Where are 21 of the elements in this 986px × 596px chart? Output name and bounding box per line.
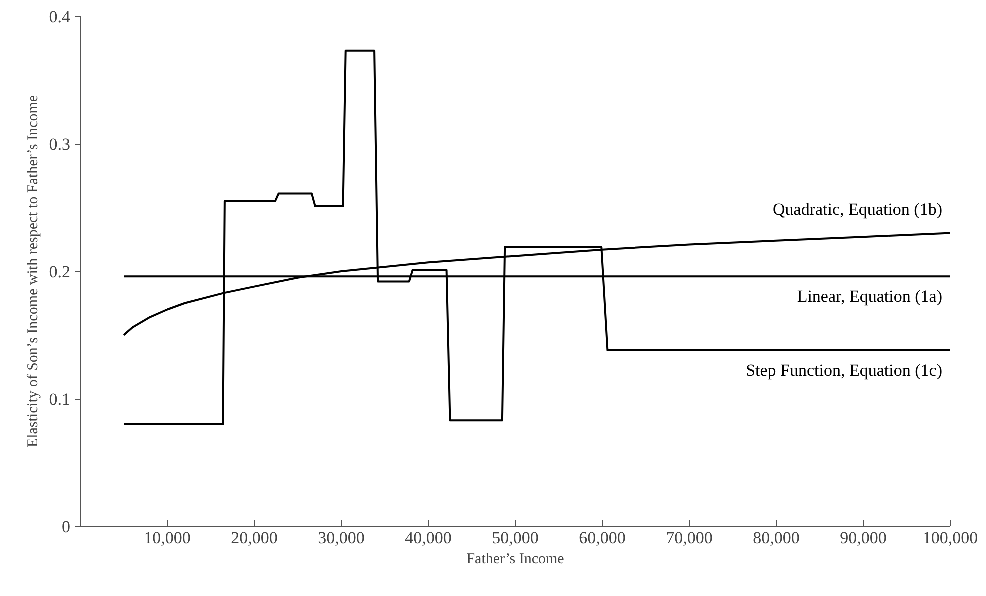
y-tick-label: 0.4 xyxy=(49,8,71,26)
x-tick-label: 60,000 xyxy=(579,528,626,548)
x-tick-label: 10,000 xyxy=(144,528,191,548)
series-label: Linear, Equation (1a) xyxy=(797,287,943,306)
y-tick-label: 0.2 xyxy=(49,262,70,282)
x-tick-label: 30,000 xyxy=(318,528,365,548)
x-tick-label: 90,000 xyxy=(840,528,887,548)
x-tick-label: 50,000 xyxy=(492,528,539,548)
y-tick-label: 0.3 xyxy=(49,135,70,154)
x-tick-label: 70,000 xyxy=(666,528,713,548)
y-tick-label: 0.1 xyxy=(49,390,70,409)
series-label: Step Function, Equation (1c) xyxy=(746,361,943,380)
line-series xyxy=(123,50,950,426)
x-tick-label: 100,000 xyxy=(922,528,978,548)
x-tick-label: 20,000 xyxy=(231,528,278,548)
y-axis-title: Elasticity of Son’s Income with respect to Father’s Income xyxy=(25,95,42,448)
y-tick-label: 0 xyxy=(62,518,70,536)
x-tick-label: 40,000 xyxy=(405,528,452,548)
series-label: Quadratic, Equation (1b) xyxy=(773,200,942,219)
x-tick-label: 80,000 xyxy=(753,528,800,548)
x-axis-title: Father’s Income xyxy=(466,552,565,568)
